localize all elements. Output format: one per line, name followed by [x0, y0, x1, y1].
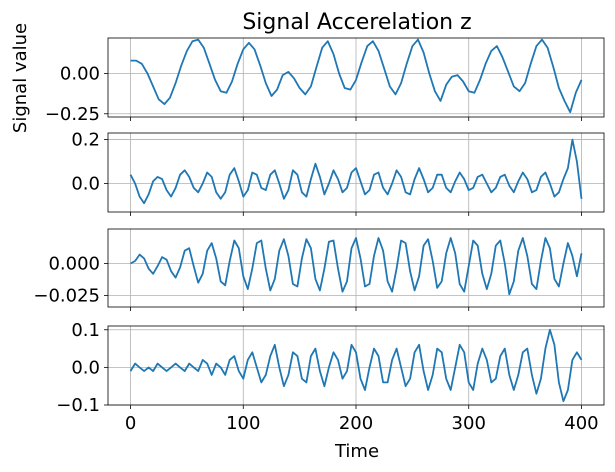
y-tick-label: 0.00	[60, 63, 100, 84]
plot-frame	[107, 325, 605, 406]
y-tick-label: 0.1	[71, 320, 100, 341]
series-line	[130, 38, 583, 114]
plot-frame	[107, 228, 605, 308]
series-line	[129, 328, 583, 403]
y-tick-label: −0.1	[56, 395, 100, 416]
plot-frame	[107, 132, 605, 213]
y-tick-label: −0.025	[33, 285, 100, 306]
series-line	[129, 138, 583, 205]
x-axis-label: Time	[334, 441, 379, 462]
y-axis-label: Signal value	[10, 23, 31, 133]
x-tick-label: 400	[564, 413, 598, 434]
y-tick-label: 0.0	[71, 357, 100, 378]
x-tick-label: 100	[226, 413, 260, 434]
chart-title: Signal Accerelation z	[242, 10, 471, 35]
x-tick-label: 300	[452, 413, 486, 434]
x-tick-label: 0	[125, 413, 136, 434]
y-tick-label: −0.25	[45, 104, 100, 125]
series-line	[130, 237, 583, 296]
y-tick-label: 0.000	[48, 254, 100, 275]
y-tick-label: 0.2	[71, 130, 100, 151]
x-tick-label: 200	[339, 413, 373, 434]
y-tick-label: 0.0	[71, 173, 100, 194]
plot-frame	[107, 37, 605, 118]
